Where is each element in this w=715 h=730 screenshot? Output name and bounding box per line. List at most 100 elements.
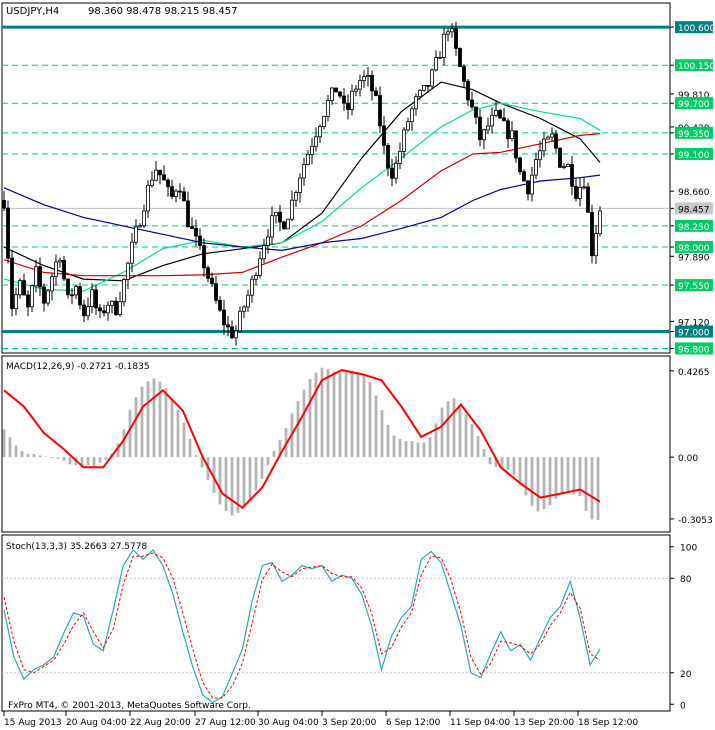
candle-body [198,235,202,247]
price-label-box [675,126,713,139]
macd-histogram-bar [68,457,72,465]
candlestick [510,121,514,142]
ma-green-line [3,102,601,292]
candle-body [30,285,34,308]
candlestick [498,108,502,120]
macd-layer: 0.4265 0.00 -0.3053 [2,367,713,526]
macd-histogram-bar [26,453,30,458]
stoch-panel[interactable] [1,534,671,712]
candlestick [402,127,406,159]
candle-body [262,245,266,260]
candle-body [222,309,226,326]
candlestick [386,142,390,177]
candlestick [22,273,26,296]
macd-panel[interactable] [1,355,671,533]
candle-body [434,57,438,71]
stoch-main-line [3,548,601,704]
candle-body [294,192,298,201]
candlestick [2,191,6,212]
candle-body [90,289,94,307]
macd-histogram-bar [296,401,300,458]
candlestick [194,219,198,247]
candle-body [126,262,130,281]
price-label-box [675,97,713,110]
candle-body [582,186,586,189]
candlestick [98,303,102,319]
candle-body [2,200,6,209]
candle-body [538,150,542,161]
candle-body [534,159,538,176]
candlestick [238,306,242,333]
macd-histogram-bar [512,457,516,476]
candle-body [490,114,494,127]
candlestick [478,109,482,147]
candle-body [106,304,110,314]
candlestick [454,21,458,56]
candlestick [318,124,322,143]
candlestick [14,287,18,316]
candlestick [74,284,78,300]
price-label-box [675,202,713,215]
macd-histogram-bar [368,382,372,458]
candlestick [378,86,382,134]
candlestick [114,297,118,317]
candle-body [74,286,78,296]
candle-body [58,259,62,263]
x-axis: 15 Aug 2013 20 Aug 04:00 22 Aug 20:00 27 Au… [3,711,638,728]
stoch-signal-line [3,552,601,699]
macd-histogram-bar [578,457,582,496]
candlestick [334,87,338,93]
candlestick [206,265,210,283]
candlestick [558,147,562,169]
candle-body [478,116,482,141]
candlestick [158,169,162,185]
macd-histogram-bar [566,457,570,491]
macd-histogram-bar [434,423,438,458]
macd-histogram-bar [218,457,222,505]
candle-body [218,299,222,311]
macd-tick-label: 0.00 [678,454,698,464]
candlestick [138,223,142,228]
candle-body [598,210,602,235]
candlestick [390,158,394,187]
candle-body [50,276,54,292]
candlestick [10,250,14,317]
x-tick-label: 18 Sep 12:00 [578,718,638,728]
candle-body [422,85,426,91]
candle-body [330,87,334,102]
candle-body [110,300,114,306]
macd-histogram-bar [236,457,240,513]
candle-body [86,306,90,317]
macd-histogram-bar [482,448,486,458]
candle-body [250,278,254,296]
candle-body [254,274,258,280]
price-tick-label: 97.000 [678,329,710,339]
price-label-box [675,279,713,292]
candlestick [594,224,598,264]
price-label-box [675,147,713,160]
candlestick [226,316,230,337]
candlestick [322,115,326,130]
candle-body [62,259,66,280]
candle-body [66,278,70,296]
price-tick-label: 99.100 [678,151,710,161]
macd-histogram-bar [422,442,426,458]
candle-body [578,186,582,199]
candlestick [534,152,538,180]
candlestick [446,28,450,42]
candlestick [518,156,522,175]
candlestick [290,190,294,222]
candle-body [166,179,170,188]
candlestick [250,275,254,303]
macd-histogram-bar [212,457,216,493]
candle-body [270,215,274,238]
macd-histogram-bar [182,422,186,458]
macd-histogram-bar [248,457,252,502]
candle-body [18,280,22,296]
x-tick-label: 6 Sep 12:00 [386,718,441,728]
candlestick [314,127,318,152]
price-panel[interactable] [1,2,671,354]
candle-body [550,133,554,138]
